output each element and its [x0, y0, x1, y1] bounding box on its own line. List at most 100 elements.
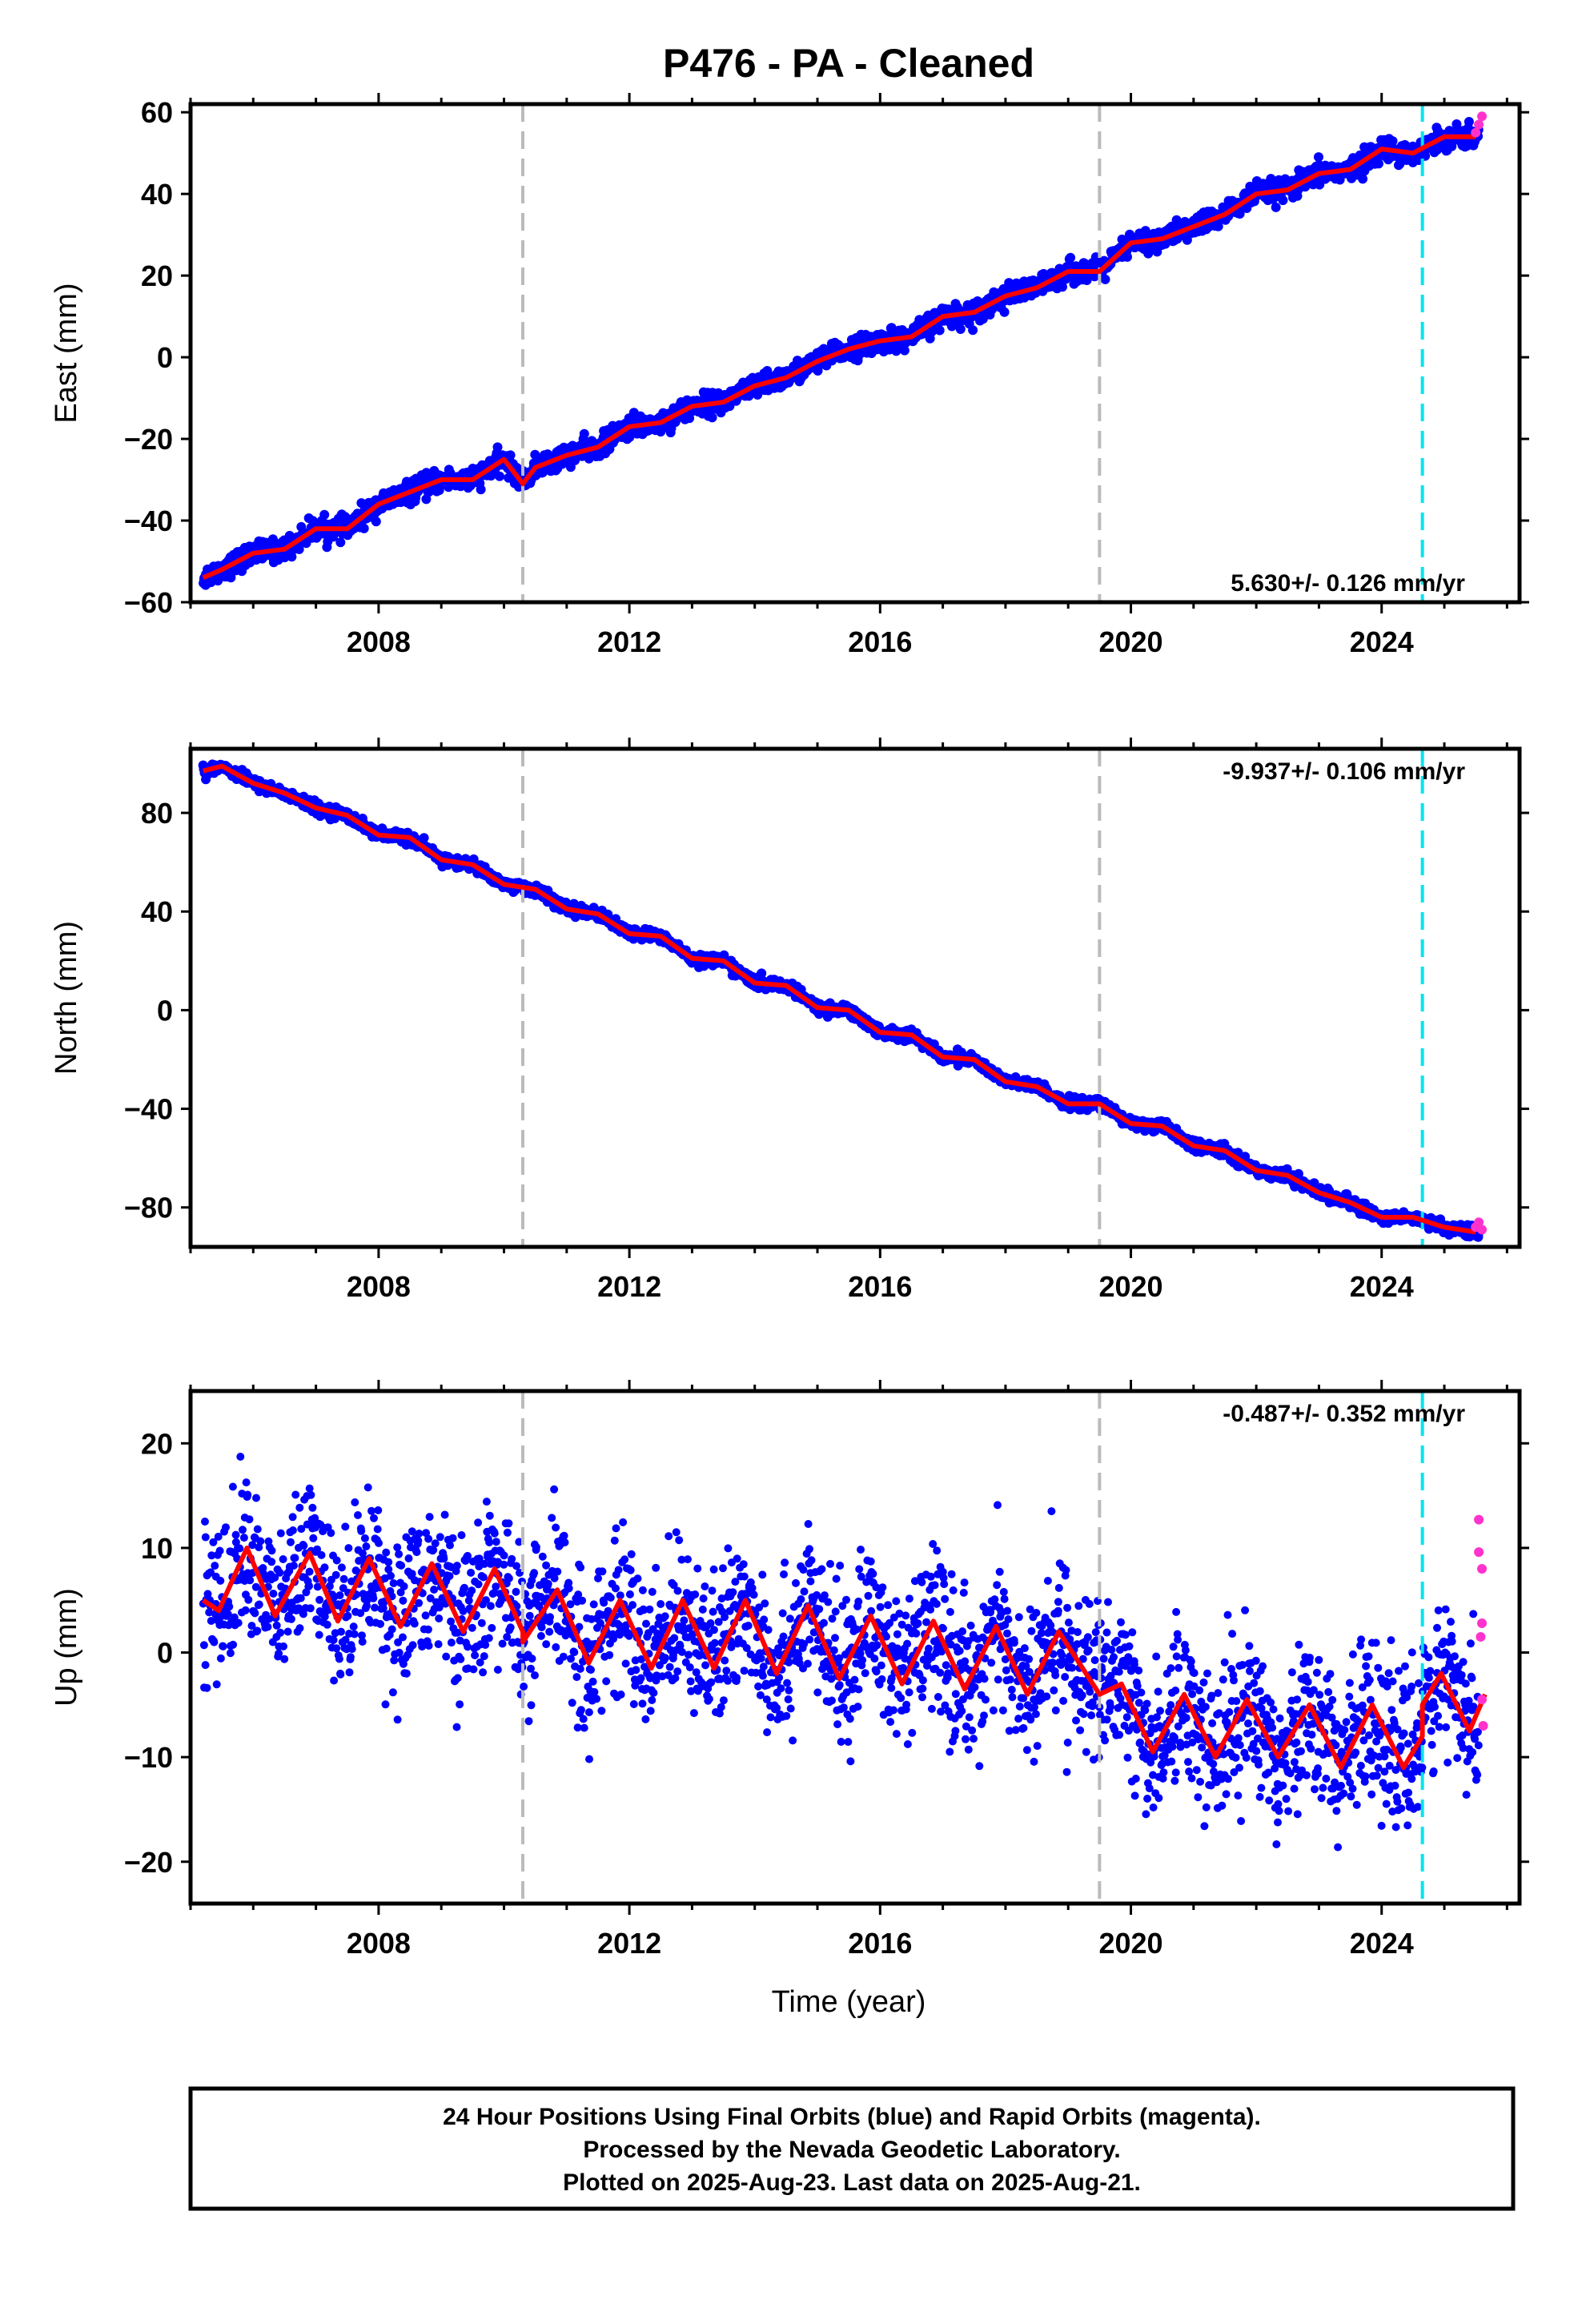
final-orbit-point — [203, 1683, 211, 1692]
final-orbit-point — [1374, 159, 1383, 169]
final-orbit-points — [199, 1453, 1483, 1852]
final-orbit-point — [214, 1532, 223, 1541]
x-tick-label: 2012 — [597, 1270, 661, 1303]
rapid-orbit-point — [1471, 127, 1481, 138]
final-orbit-point — [1100, 274, 1110, 284]
x-tick-label: 2016 — [848, 625, 912, 658]
x-tick-label: 2024 — [1350, 1270, 1414, 1303]
final-orbit-point — [287, 552, 297, 562]
panel-east: 60 40 20 0 −20 −40 −60 2008 2012 2016 2020 2024 East… — [50, 93, 1529, 658]
final-orbit-point — [201, 1661, 210, 1670]
x-tick-label: 2020 — [1098, 625, 1162, 658]
y-tick-label: 40 — [141, 178, 173, 211]
final-orbit-point — [209, 1538, 218, 1546]
final-orbit-point — [753, 390, 763, 400]
y-tick-label: −80 — [124, 1192, 173, 1224]
final-orbit-point — [335, 537, 346, 548]
final-orbit-point — [319, 509, 330, 520]
x-tick-label: 2008 — [347, 1270, 411, 1303]
final-orbit-point — [203, 1590, 212, 1598]
final-orbit-point — [371, 517, 381, 527]
y-tick-label: −40 — [124, 1093, 173, 1126]
figure-title: P476 - PA - Cleaned — [663, 41, 1034, 86]
velocity-label: 5.630+/- 0.126 mm/yr — [1231, 570, 1465, 597]
final-orbit-point — [1152, 247, 1162, 257]
final-orbit-point — [1314, 152, 1323, 163]
final-orbit-point — [199, 1641, 208, 1650]
final-orbit-point — [212, 1680, 221, 1689]
final-orbit-point — [211, 1562, 219, 1570]
y-tick-label: 20 — [141, 259, 173, 292]
final-orbit-point — [201, 1533, 210, 1542]
final-orbit-point — [1266, 174, 1276, 184]
final-orbit-point — [955, 324, 966, 334]
final-orbit-point — [210, 1638, 219, 1647]
final-orbit-point — [1066, 252, 1076, 263]
model-curve — [202, 763, 1476, 1235]
y-tick-label: 40 — [141, 895, 173, 928]
rapid-orbit-point — [1477, 1224, 1488, 1235]
plot-area — [198, 749, 1488, 1247]
y-tick-label: 0 — [157, 994, 173, 1027]
x-tick-label: 2016 — [848, 1270, 912, 1303]
final-orbit-point — [1464, 117, 1474, 127]
rapid-orbit-point — [1474, 1217, 1484, 1228]
plot-area — [199, 1391, 1488, 1904]
panel-frame — [188, 746, 1522, 1249]
rapid-orbit-point — [1477, 111, 1488, 122]
final-orbit-points — [198, 759, 1484, 1242]
final-orbit-point — [294, 544, 304, 554]
x-tick-label: 2008 — [347, 625, 411, 658]
final-orbit-point — [1122, 251, 1132, 262]
final-orbit-point — [476, 485, 486, 495]
final-orbit-point — [207, 1551, 216, 1560]
y-tick-label: 80 — [141, 797, 173, 830]
y-axis-label: North (mm) — [50, 921, 83, 1075]
final-orbit-point — [1171, 215, 1182, 225]
y-tick-label: −20 — [124, 423, 173, 456]
final-orbit-point — [1452, 119, 1462, 129]
final-orbit-point — [226, 573, 236, 583]
final-orbit-point — [359, 523, 369, 533]
final-orbit-point — [1271, 202, 1281, 212]
final-orbit-point — [1058, 282, 1067, 292]
y-tick-label: 60 — [141, 96, 173, 129]
x-tick-label: 2020 — [1098, 1270, 1162, 1303]
velocity-label: -9.937+/- 0.106 mm/yr — [1223, 758, 1465, 785]
y-tick-label: 0 — [157, 341, 173, 374]
final-orbit-point — [757, 968, 767, 979]
final-orbit-point — [1387, 136, 1398, 147]
final-orbit-point — [968, 325, 978, 336]
final-orbit-point — [999, 307, 1010, 317]
final-orbit-point — [934, 325, 945, 336]
x-tick-label: 2024 — [1350, 625, 1414, 658]
panel-north: 80 40 0 −40 −80 2008 2012 2016 2020 2024 North (mm… — [50, 738, 1529, 1303]
final-orbit-point — [205, 1608, 214, 1617]
y-tick-label: −60 — [124, 586, 173, 619]
rapid-orbit-point — [1474, 119, 1484, 130]
panels: 60 40 20 0 −20 −40 −60 2008 2012 2016 2020 2024 East… — [50, 93, 1529, 1960]
model-curve — [202, 134, 1476, 581]
y-axis-label: East (mm) — [50, 283, 83, 423]
final-orbit-point — [201, 1518, 209, 1526]
final-orbit-point — [495, 471, 504, 481]
final-orbit-point — [899, 345, 909, 356]
final-orbit-point — [505, 450, 516, 460]
x-tick-label: 2012 — [597, 625, 661, 658]
plot-area — [199, 104, 1488, 602]
final-orbit-point — [1420, 151, 1431, 161]
panel-frame — [188, 102, 1522, 605]
final-orbit-point — [1278, 195, 1288, 206]
final-orbit-point — [579, 428, 589, 439]
final-orbit-point — [707, 412, 717, 423]
final-orbit-point — [207, 1617, 215, 1625]
final-orbit-point — [1358, 174, 1368, 184]
final-orbit-point — [421, 494, 432, 505]
final-orbit-point — [419, 833, 429, 843]
final-orbit-point — [492, 442, 503, 452]
final-orbit-point — [1213, 221, 1223, 231]
final-orbit-point — [296, 521, 307, 532]
y-tick-label: −40 — [124, 505, 173, 537]
